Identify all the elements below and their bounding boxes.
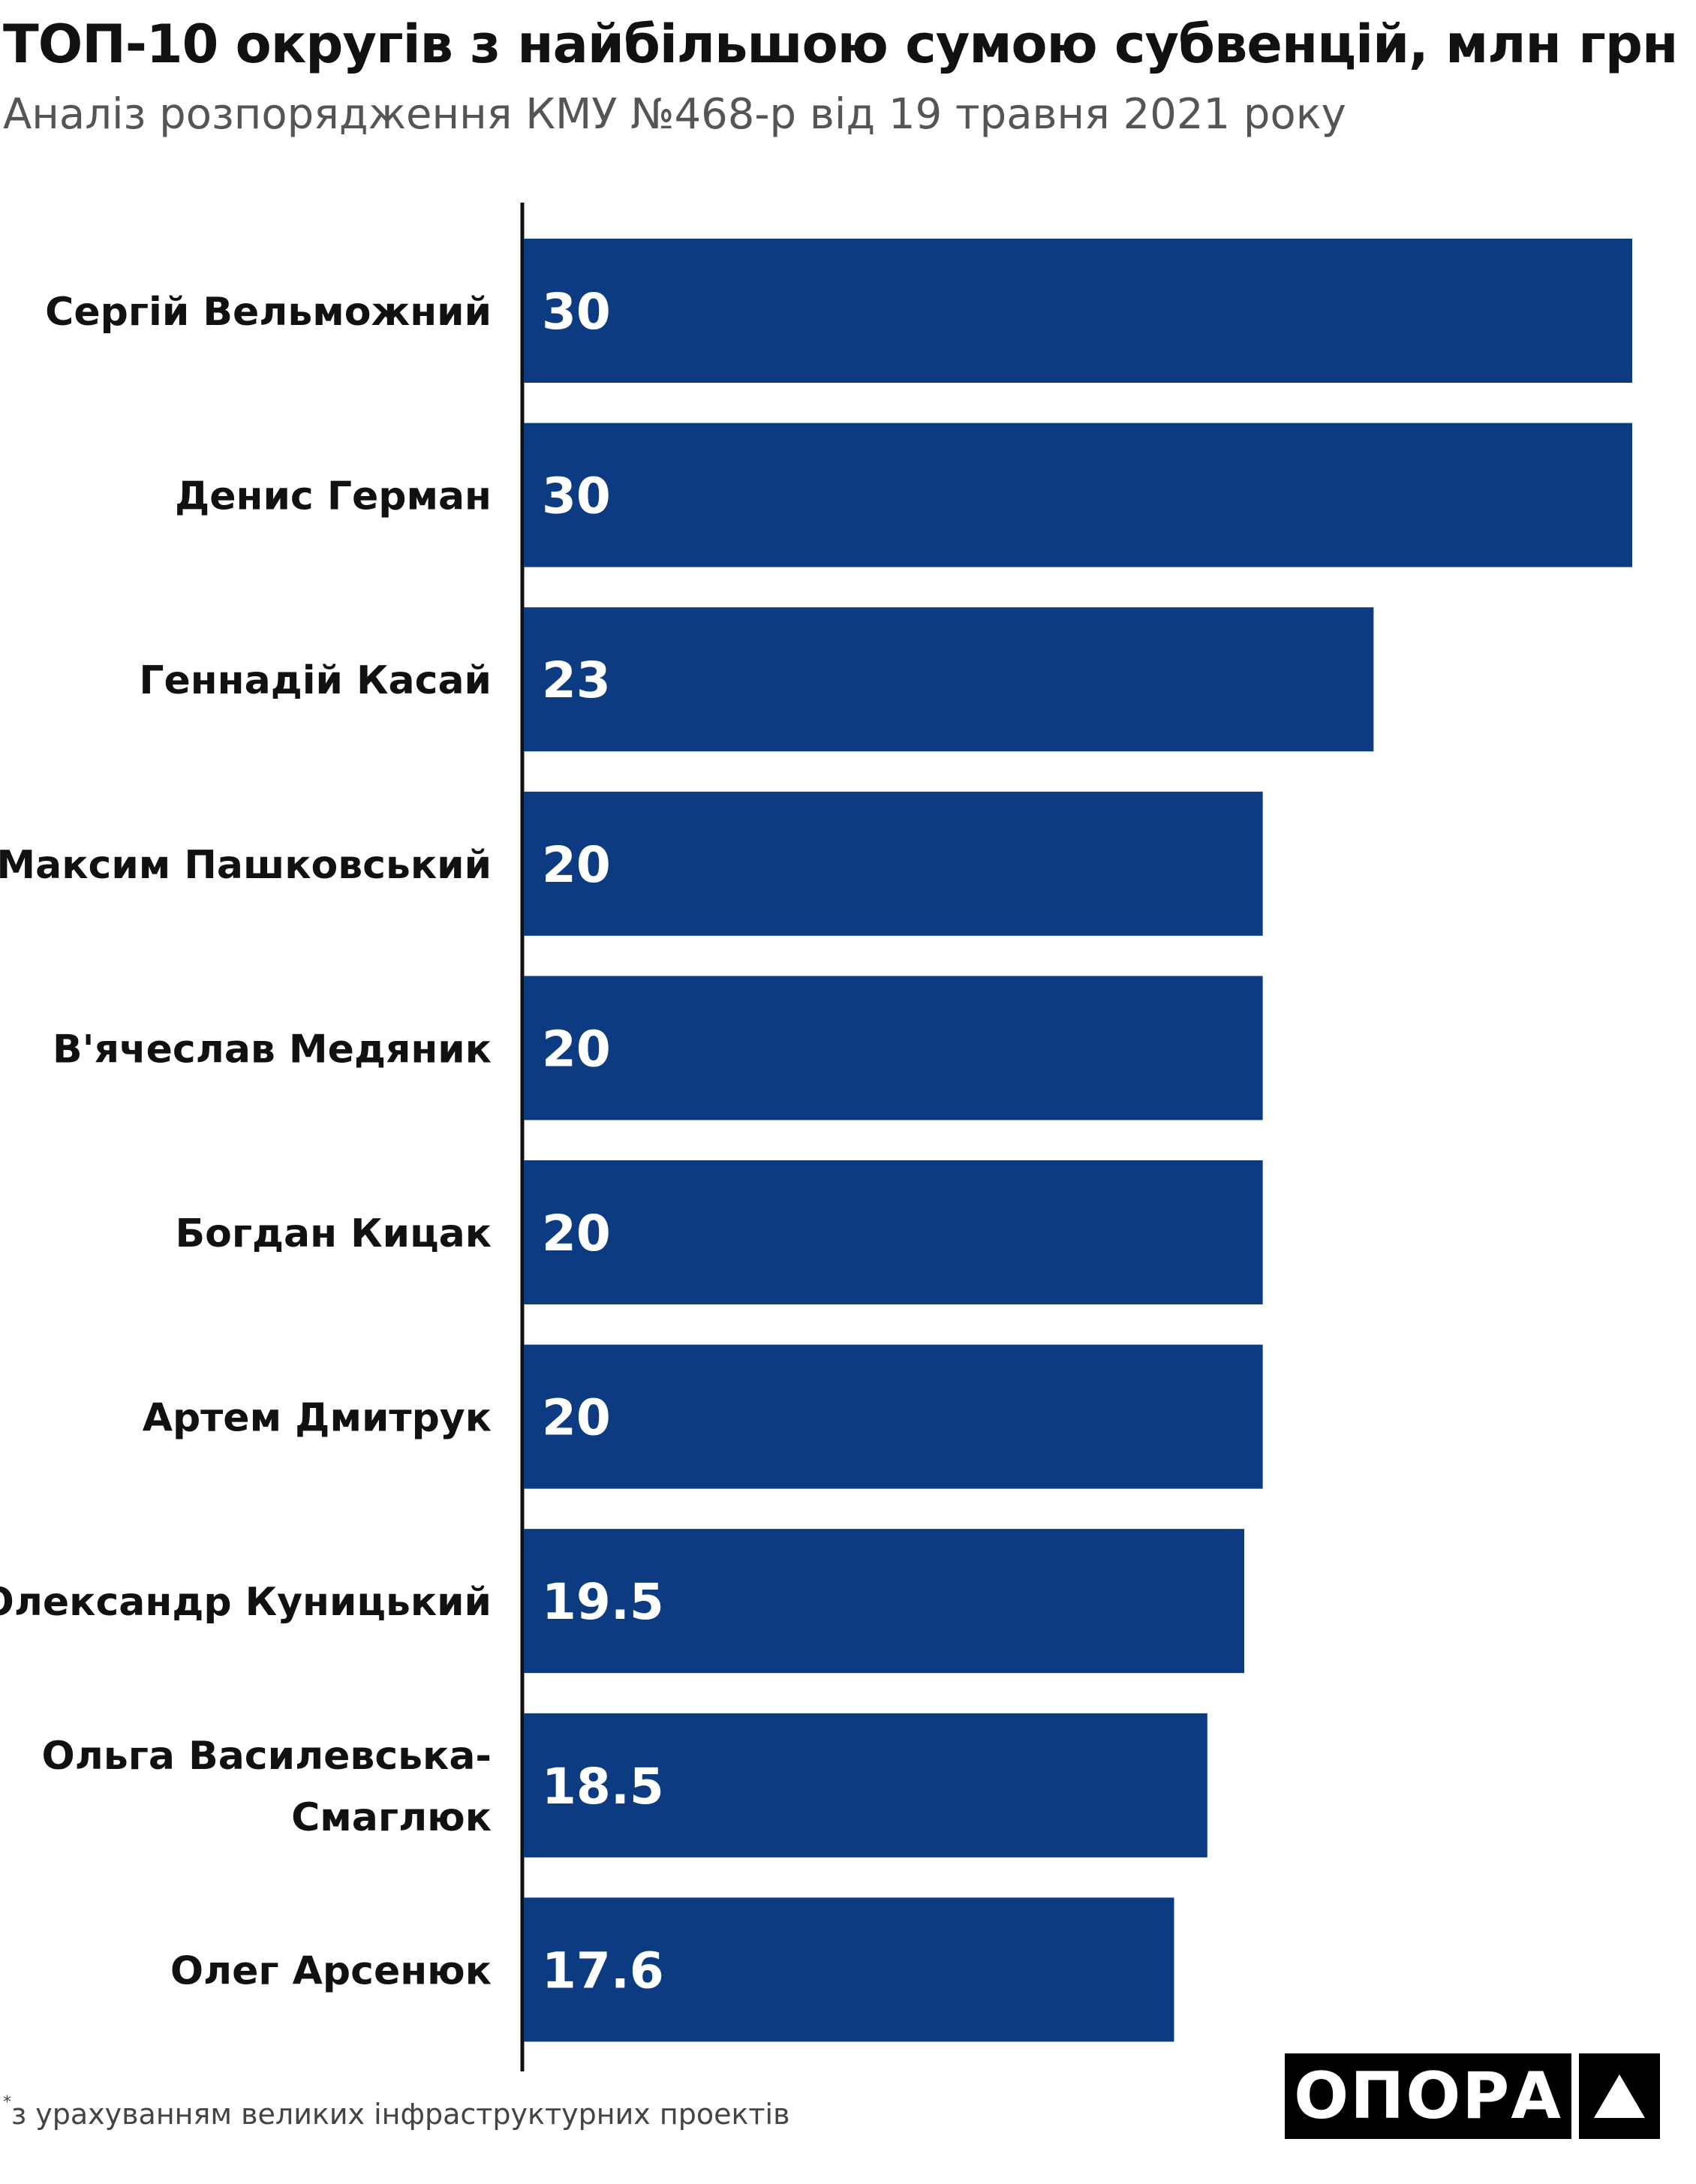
bar-value-label: 20 bbox=[542, 1020, 611, 1078]
bar-value-label: 20 bbox=[542, 1205, 611, 1262]
logo-text: ОПОРА bbox=[1285, 2053, 1571, 2139]
footnote: *з урахуванням великих інфраструктурних … bbox=[3, 2093, 790, 2131]
opora-logo: ОПОРА bbox=[1285, 2053, 1660, 2139]
bar-value-label: 20 bbox=[542, 836, 611, 894]
category-label-line: Артем Дмитрук bbox=[143, 1396, 492, 1441]
category-label: Геннадій Касай bbox=[139, 658, 492, 703]
footnote-mark: * bbox=[3, 2093, 11, 2112]
category-label: Денис Герман bbox=[175, 474, 492, 519]
category-label: Максим Пашковський bbox=[0, 843, 492, 888]
bar-chart: 30 Сергій Вельможний 30 Денис Герман 23 Генна… bbox=[0, 203, 1632, 2071]
bar bbox=[524, 791, 1263, 936]
bar-value-label: 17.6 bbox=[542, 1942, 664, 1999]
bar bbox=[524, 1344, 1263, 1489]
bar bbox=[524, 1160, 1263, 1304]
triangle-icon bbox=[1579, 2053, 1660, 2139]
category-label-line: Максим Пашковський bbox=[0, 843, 492, 888]
bar bbox=[524, 607, 1374, 752]
category-label: Олександр Куницький bbox=[0, 1580, 492, 1625]
bar bbox=[524, 239, 1632, 383]
bar-value-label: 23 bbox=[542, 651, 611, 709]
category-label: В'ячеслав Медяник bbox=[53, 1027, 492, 1072]
bar-value-label: 20 bbox=[542, 1389, 611, 1447]
bar-value-label: 18.5 bbox=[542, 1758, 664, 1815]
category-label-line: Олег Арсенюк bbox=[170, 1948, 492, 1993]
category-label-line: Олександр Куницький bbox=[0, 1580, 492, 1625]
category-label-line: Геннадій Касай bbox=[139, 658, 492, 703]
bar-value-label: 19.5 bbox=[542, 1573, 664, 1631]
footnote-text: з урахуванням великих інфраструктурних п… bbox=[11, 2098, 790, 2131]
category-label-line: Сергій Вельможний bbox=[45, 290, 492, 335]
category-label: Ольга Василевська- Смаглюк bbox=[42, 1734, 492, 1840]
category-label-line: Денис Герман bbox=[175, 474, 492, 519]
category-label-line: Смаглюк bbox=[291, 1795, 492, 1840]
category-label: Богдан Кицак bbox=[175, 1211, 492, 1256]
bar-value-label: 30 bbox=[542, 283, 611, 341]
category-label: Артем Дмитрук bbox=[143, 1396, 492, 1441]
category-label: Сергій Вельможний bbox=[45, 290, 492, 335]
category-label: Олег Арсенюк bbox=[170, 1948, 492, 1993]
bar-value-label: 30 bbox=[542, 468, 611, 525]
category-label-line: В'ячеслав Медяник bbox=[53, 1027, 492, 1072]
category-label-line: Ольга Василевська- bbox=[42, 1734, 492, 1779]
bar bbox=[524, 1529, 1245, 1674]
category-label-line: Богдан Кицак bbox=[175, 1211, 492, 1256]
bar bbox=[524, 1713, 1207, 1858]
chart-subtitle: Аналіз розпорядження КМУ №468-р від 19 т… bbox=[3, 90, 1346, 139]
chart-title: ТОП-10 округів з найбільшою сумою субвен… bbox=[3, 14, 1678, 75]
bar bbox=[524, 423, 1632, 567]
bar bbox=[524, 976, 1263, 1121]
bar bbox=[524, 1897, 1174, 2042]
